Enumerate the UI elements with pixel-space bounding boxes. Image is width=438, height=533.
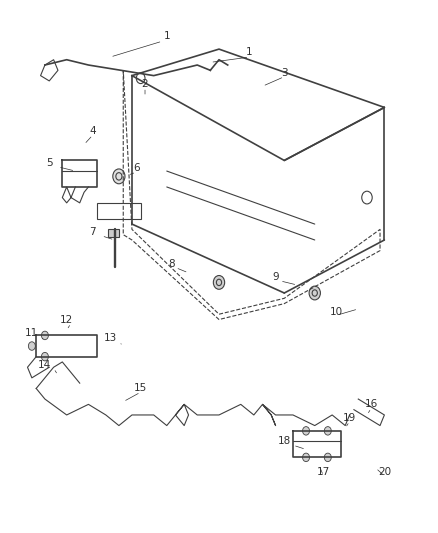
Circle shape xyxy=(213,276,225,289)
Text: 12: 12 xyxy=(60,314,73,325)
Circle shape xyxy=(28,342,35,350)
Circle shape xyxy=(303,426,310,435)
Text: 3: 3 xyxy=(281,68,288,78)
Text: 16: 16 xyxy=(365,399,378,409)
FancyBboxPatch shape xyxy=(108,229,119,237)
Text: 1: 1 xyxy=(246,47,253,56)
Text: 8: 8 xyxy=(168,259,174,269)
Text: 17: 17 xyxy=(317,467,330,477)
Text: 9: 9 xyxy=(272,272,279,282)
Text: 4: 4 xyxy=(89,126,96,136)
Text: 2: 2 xyxy=(142,78,148,88)
Circle shape xyxy=(324,426,331,435)
Text: 6: 6 xyxy=(133,164,140,173)
Circle shape xyxy=(324,453,331,462)
Circle shape xyxy=(303,453,310,462)
Circle shape xyxy=(309,286,321,300)
Text: 10: 10 xyxy=(330,306,343,317)
Circle shape xyxy=(42,352,48,361)
Text: 13: 13 xyxy=(103,333,117,343)
Text: 14: 14 xyxy=(38,360,52,369)
Text: 1: 1 xyxy=(163,31,170,41)
Text: 5: 5 xyxy=(46,158,53,168)
Text: 20: 20 xyxy=(378,467,391,477)
Circle shape xyxy=(113,169,125,184)
Text: 18: 18 xyxy=(278,437,291,447)
Text: 19: 19 xyxy=(343,413,356,423)
Circle shape xyxy=(42,331,48,340)
Text: 15: 15 xyxy=(134,383,147,393)
Text: 11: 11 xyxy=(25,328,39,338)
Text: 7: 7 xyxy=(89,227,96,237)
